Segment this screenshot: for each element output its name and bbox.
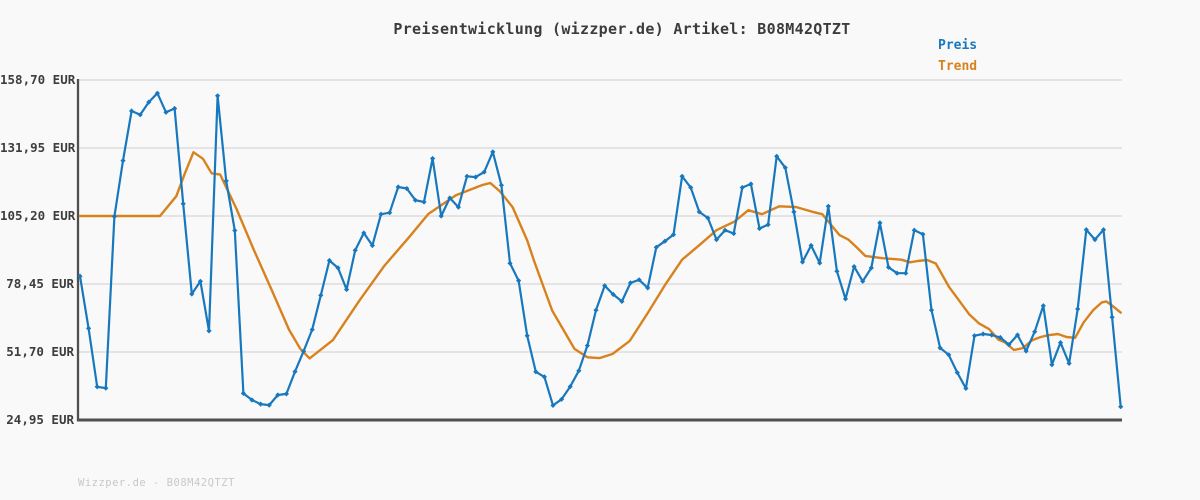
legend-label-preis: Preis (938, 38, 978, 53)
watermark-text: Wizzper.de - B08M42QTZT (78, 477, 235, 489)
chart-title: Preisentwicklung (wizzper.de) Artikel: B… (393, 20, 851, 38)
preis-markers (77, 90, 1124, 410)
y-axis-tick-label: 24,95 EUR (6, 412, 74, 427)
y-axis-tick-label: 158,70 EUR (0, 72, 76, 87)
y-axis-tick-label: 131,95 EUR (0, 140, 76, 155)
y-axis-tick-label: 105,20 EUR (0, 208, 76, 223)
preis-line (78, 92, 1122, 408)
y-axis-tick-label: 78,45 EUR (6, 276, 74, 291)
legend-label-trend: Trend (938, 59, 978, 74)
y-axis-tick-label: 51,70 EUR (6, 344, 74, 359)
